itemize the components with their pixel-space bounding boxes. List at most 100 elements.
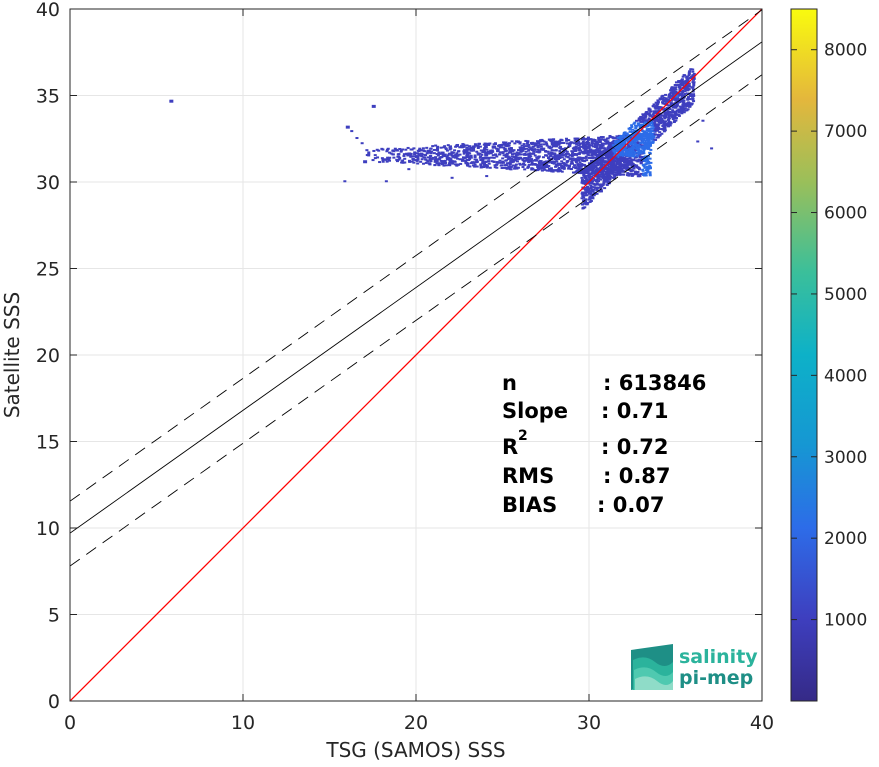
density-cell bbox=[544, 141, 548, 144]
density-cell bbox=[525, 158, 529, 161]
density-cell bbox=[636, 173, 640, 176]
density-cell bbox=[588, 196, 592, 199]
density-cell bbox=[671, 94, 675, 97]
density-cell bbox=[628, 141, 632, 144]
density-cell bbox=[630, 152, 634, 155]
density-cell bbox=[448, 146, 452, 149]
density-point bbox=[363, 160, 368, 164]
density-cell bbox=[463, 159, 467, 162]
density-cell bbox=[665, 100, 669, 103]
density-cell bbox=[557, 166, 561, 169]
density-cell bbox=[583, 164, 587, 167]
density-cell bbox=[652, 127, 656, 130]
density-cell bbox=[571, 171, 575, 174]
density-cell bbox=[424, 154, 428, 157]
density-cell bbox=[417, 149, 421, 152]
density-cell bbox=[484, 160, 488, 163]
density-cell bbox=[604, 160, 608, 163]
density-cell bbox=[645, 144, 649, 147]
density-cell bbox=[645, 119, 649, 122]
density-cell bbox=[582, 196, 586, 199]
density-cell bbox=[687, 71, 691, 74]
density-cell bbox=[663, 117, 667, 120]
density-cell bbox=[514, 163, 518, 166]
density-cell bbox=[475, 160, 479, 163]
density-cell bbox=[623, 131, 627, 134]
density-cell bbox=[584, 146, 588, 149]
density-cell bbox=[602, 147, 606, 150]
density-cell bbox=[642, 114, 646, 117]
density-cell bbox=[526, 153, 530, 156]
density-cell bbox=[584, 141, 588, 144]
stat-n-label: n bbox=[502, 371, 517, 395]
density-cell bbox=[487, 156, 491, 159]
density-cell bbox=[393, 147, 397, 150]
density-cell bbox=[452, 160, 456, 163]
density-cell bbox=[599, 167, 603, 170]
density-cell bbox=[406, 154, 410, 157]
density-cell bbox=[437, 151, 441, 154]
density-cell bbox=[503, 164, 507, 167]
density-cell bbox=[537, 166, 541, 169]
density-cell bbox=[634, 159, 638, 162]
density-cell bbox=[686, 97, 690, 100]
density-cell bbox=[614, 174, 618, 177]
density-cell bbox=[632, 155, 636, 158]
density-cell bbox=[421, 147, 425, 150]
density-cell bbox=[456, 157, 460, 160]
density-cell bbox=[683, 93, 687, 96]
density-cell bbox=[586, 166, 590, 169]
density-cell bbox=[541, 148, 545, 151]
density-cell bbox=[691, 78, 695, 81]
density-cell bbox=[517, 153, 521, 156]
line-fit_lower bbox=[70, 74, 762, 567]
density-cell bbox=[581, 140, 585, 143]
density-cell bbox=[621, 158, 625, 161]
density-cell bbox=[684, 109, 688, 112]
density-cell bbox=[683, 102, 687, 105]
density-cell bbox=[426, 156, 430, 159]
density-cell bbox=[589, 193, 593, 196]
density-cell bbox=[464, 150, 468, 153]
density-cell bbox=[571, 147, 575, 150]
density-cell bbox=[639, 146, 643, 149]
density-cell bbox=[627, 174, 631, 177]
density-cell bbox=[681, 91, 685, 94]
density-cell bbox=[675, 104, 679, 107]
density-cell bbox=[656, 99, 660, 102]
density-cell bbox=[633, 136, 637, 139]
density-cell bbox=[454, 145, 458, 148]
density-cell bbox=[541, 167, 545, 170]
density-cell bbox=[525, 147, 529, 150]
density-cell bbox=[618, 164, 622, 167]
density-cell bbox=[479, 159, 483, 162]
density-cell bbox=[460, 146, 464, 149]
density-cell bbox=[602, 169, 606, 172]
density-cell bbox=[586, 149, 590, 152]
density-cell bbox=[645, 165, 649, 168]
density-cell bbox=[592, 162, 596, 165]
density-cell bbox=[424, 161, 428, 164]
density-cell bbox=[634, 132, 638, 135]
density-cell bbox=[469, 154, 473, 157]
density-cell bbox=[504, 144, 508, 147]
density-cell bbox=[437, 162, 441, 165]
density-cell bbox=[546, 150, 550, 153]
density-cell bbox=[666, 98, 670, 101]
density-point bbox=[343, 180, 347, 183]
density-cell bbox=[604, 155, 608, 158]
density-cell bbox=[639, 126, 643, 129]
density-cell bbox=[569, 154, 573, 157]
density-cell bbox=[581, 193, 585, 196]
density-cell bbox=[498, 153, 502, 156]
density-cell bbox=[632, 146, 636, 149]
density-cell bbox=[603, 157, 607, 160]
density-cell bbox=[440, 163, 444, 166]
density-cell bbox=[663, 102, 667, 105]
density-cell bbox=[667, 104, 671, 107]
density-cell bbox=[641, 168, 645, 171]
density-cell bbox=[578, 148, 582, 151]
density-cell bbox=[560, 167, 564, 170]
y-tick-label: 15 bbox=[36, 432, 60, 454]
density-cell bbox=[533, 154, 537, 157]
